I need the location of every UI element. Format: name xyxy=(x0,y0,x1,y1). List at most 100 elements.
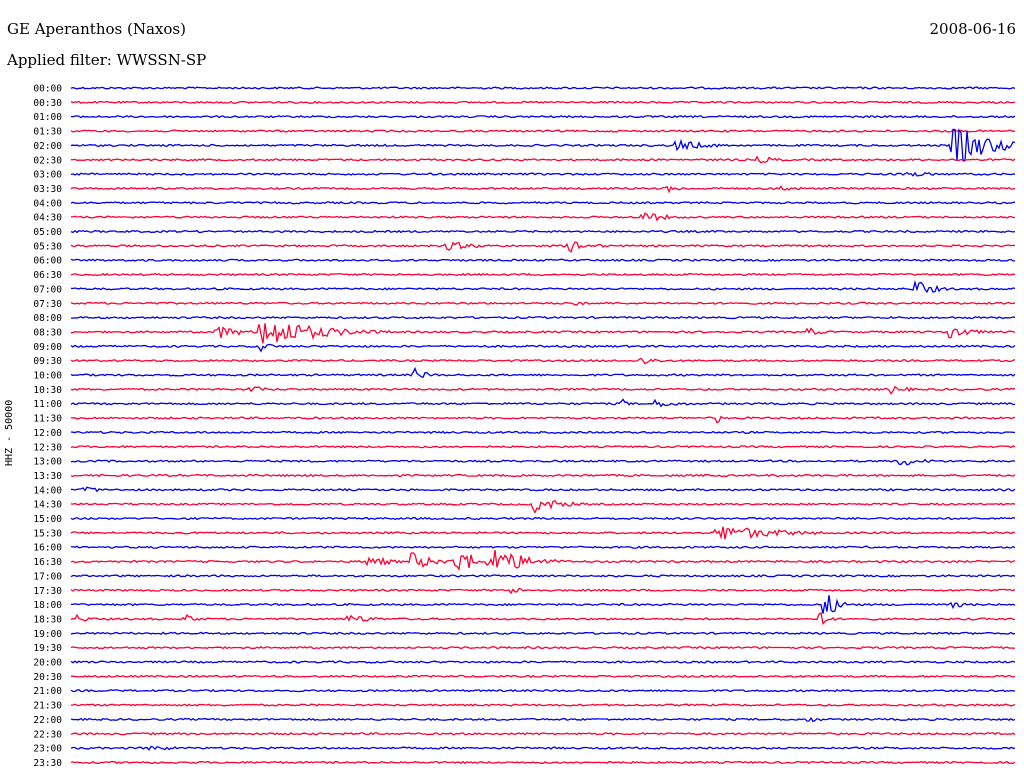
trace-0830 xyxy=(71,323,1016,344)
row-label-2030: 20:30 xyxy=(33,672,62,683)
trace-0100 xyxy=(70,115,1016,119)
trace-2200 xyxy=(70,716,1016,723)
trace-1100 xyxy=(70,398,1016,408)
row-label-0200: 02:00 xyxy=(33,141,62,152)
trace-0630 xyxy=(70,272,1016,277)
row-labels-group: 00:00 00:30 01:00 01:30 02:00 02:30 03:00 03:30… xyxy=(33,84,62,769)
trace-1500 xyxy=(70,516,1016,521)
row-label-1700: 17:00 xyxy=(33,571,62,582)
trace-2330 xyxy=(70,760,1016,765)
row-label-1800: 18:00 xyxy=(33,600,62,611)
trace-1130 xyxy=(70,415,1016,424)
trace-1730 xyxy=(70,587,1016,595)
row-label-1100: 11:00 xyxy=(33,399,62,410)
row-label-0800: 08:00 xyxy=(33,313,62,324)
row-label-2300: 23:00 xyxy=(33,744,62,755)
trace-2230 xyxy=(70,732,1016,736)
row-label-0630: 06:30 xyxy=(33,270,62,281)
row-label-2000: 20:00 xyxy=(33,658,62,669)
row-label-2230: 22:30 xyxy=(33,729,62,740)
row-label-0830: 08:30 xyxy=(33,327,62,338)
trace-1530 xyxy=(70,526,1016,540)
traces-group xyxy=(70,86,1016,765)
trace-0430 xyxy=(71,212,1016,222)
row-label-0700: 07:00 xyxy=(33,284,62,295)
trace-0000 xyxy=(70,86,1016,90)
row-label-0500: 05:00 xyxy=(33,227,62,238)
trace-2030 xyxy=(70,674,1016,679)
row-label-2330: 23:30 xyxy=(33,758,62,769)
trace-0500 xyxy=(70,229,1016,234)
trace-0530 xyxy=(70,241,1016,253)
trace-1800 xyxy=(70,595,1016,614)
row-label-2100: 21:00 xyxy=(33,686,62,697)
trace-0230 xyxy=(70,155,1016,164)
row-label-1400: 14:00 xyxy=(33,485,62,496)
trace-0800 xyxy=(71,315,1016,320)
trace-0730 xyxy=(70,301,1016,306)
trace-2000 xyxy=(70,660,1016,664)
row-label-0600: 06:00 xyxy=(33,256,62,267)
trace-1030 xyxy=(70,385,1016,395)
trace-1000 xyxy=(70,366,1016,379)
trace-1630 xyxy=(70,549,1016,572)
row-label-0100: 01:00 xyxy=(33,112,62,123)
trace-1930 xyxy=(70,645,1016,650)
trace-1600 xyxy=(70,545,1016,549)
trace-1400 xyxy=(70,486,1016,493)
row-label-1500: 15:00 xyxy=(33,514,62,525)
row-label-1730: 17:30 xyxy=(33,586,62,597)
trace-0600 xyxy=(70,258,1015,262)
trace-0400 xyxy=(70,201,1016,205)
row-label-1630: 16:30 xyxy=(33,557,62,568)
trace-0700 xyxy=(70,279,1016,294)
row-label-1130: 11:30 xyxy=(33,414,62,425)
row-label-0230: 02:30 xyxy=(33,155,62,166)
row-label-0300: 03:00 xyxy=(33,170,62,181)
trace-1830 xyxy=(70,611,1016,626)
row-label-0130: 01:30 xyxy=(33,127,62,138)
row-label-1300: 13:00 xyxy=(33,457,62,468)
trace-0900 xyxy=(70,343,1016,353)
row-label-0930: 09:30 xyxy=(33,356,62,367)
row-label-0000: 00:00 xyxy=(33,84,62,95)
trace-1330 xyxy=(70,473,1016,478)
row-label-1030: 10:30 xyxy=(33,385,62,396)
trace-0030 xyxy=(70,100,1016,105)
trace-1900 xyxy=(70,631,1016,636)
station-title: GE Aperanthos (Naxos) xyxy=(7,20,186,38)
trace-1700 xyxy=(70,574,1016,578)
row-label-0330: 03:30 xyxy=(33,184,62,195)
row-label-1930: 19:30 xyxy=(33,643,62,654)
row-label-0430: 04:30 xyxy=(33,213,62,224)
trace-1200 xyxy=(70,430,1016,435)
row-label-0400: 04:00 xyxy=(33,198,62,209)
row-label-2200: 22:00 xyxy=(33,715,62,726)
filter-label: Applied filter: WWSSN-SP xyxy=(7,51,207,69)
trace-2130 xyxy=(70,703,1016,707)
trace-1300 xyxy=(70,458,1016,466)
row-label-0730: 07:30 xyxy=(33,299,62,310)
trace-2100 xyxy=(70,688,1016,693)
trace-0930 xyxy=(70,357,1016,365)
row-label-1230: 12:30 xyxy=(33,442,62,453)
trace-2300 xyxy=(70,745,1015,751)
trace-0330 xyxy=(70,185,1016,194)
row-label-1200: 12:00 xyxy=(33,428,62,439)
row-label-1600: 16:00 xyxy=(33,543,62,554)
row-label-1900: 19:00 xyxy=(33,629,62,640)
trace-0130 xyxy=(70,129,1016,133)
row-label-1430: 14:30 xyxy=(33,500,62,511)
row-label-0530: 05:30 xyxy=(33,241,62,252)
row-label-0900: 09:00 xyxy=(33,342,62,353)
trace-0300 xyxy=(70,171,1016,177)
row-label-1830: 18:30 xyxy=(33,614,62,625)
trace-0200 xyxy=(70,128,1016,162)
row-label-1330: 13:30 xyxy=(33,471,62,482)
trace-1230 xyxy=(70,445,1016,449)
trace-1430 xyxy=(70,500,1016,514)
date-label: 2008-06-16 xyxy=(929,20,1016,38)
row-label-0030: 00:30 xyxy=(33,98,62,109)
row-label-2130: 21:30 xyxy=(33,701,62,712)
